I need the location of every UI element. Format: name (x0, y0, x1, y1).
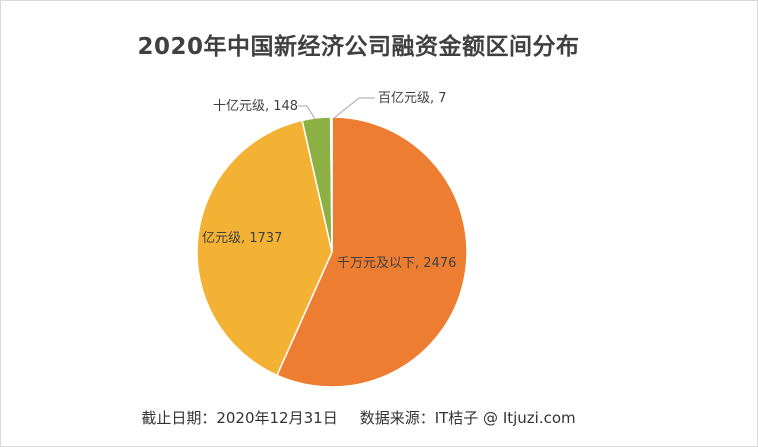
slice-data-label-4: 百亿元级, 7 (378, 91, 447, 106)
slice-data-label-1: 千万元及以下, 2476 (337, 256, 456, 271)
cutoff-date-note: 截止日期：2020年12月31日 (141, 409, 338, 427)
data-source-note: 数据来源：IT桔子 @ Itjuzi.com (359, 409, 576, 427)
slice-data-label-2: 亿元级, 1737 (202, 231, 282, 246)
pie-slice-4 (329, 116, 333, 253)
chart-title: 2020年中国新经济公司融资金额区间分布 (137, 34, 580, 60)
leader-line-3 (298, 105, 316, 120)
pie-slice-2 (196, 119, 333, 377)
leader-line-4 (333, 97, 375, 119)
chart-footer: 截止日期：2020年12月31日 数据来源：IT桔子 @ Itjuzi.com (1, 407, 716, 428)
slice-data-label-3: 十亿元级, 148 (213, 99, 298, 114)
pie-slice-1 (275, 116, 468, 388)
